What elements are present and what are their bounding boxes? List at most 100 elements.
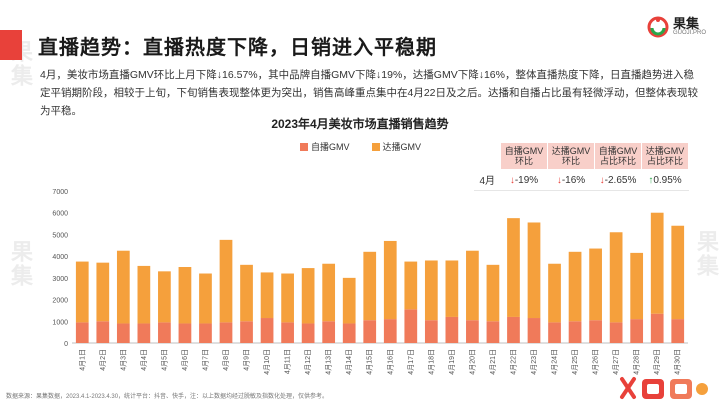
x-tick-label: 4月17日	[407, 349, 415, 375]
y-tick-label: 4000	[52, 254, 68, 261]
title-bar: 直播趋势：直播热度下降，日销进入平稳期	[0, 30, 640, 60]
brand-logo: 果集 GUOJI.PRO	[646, 14, 706, 38]
x-tick-label: 4月25日	[571, 349, 579, 375]
y-tick-label: 3000	[52, 276, 68, 283]
stats-header-self-share: 自播GMV 占比环比	[594, 142, 642, 170]
x-tick-label: 4月13日	[325, 349, 333, 375]
x-tick-label: 4月10日	[263, 349, 271, 375]
bar-influencer	[650, 212, 664, 314]
bar-self-broadcast	[630, 319, 644, 343]
x-tick-label: 4月24日	[551, 349, 559, 375]
bar-influencer	[548, 263, 561, 323]
bar-influencer	[96, 262, 110, 322]
bar-self-broadcast	[383, 319, 397, 343]
watermark-right: 果集	[694, 230, 719, 278]
bar-influencer	[116, 250, 130, 324]
trend-arrow-icon: ↑	[648, 174, 654, 186]
x-tick-label: 4月28日	[633, 349, 641, 375]
trend-value: -19%	[514, 174, 539, 186]
x-tick-label: 4月27日	[612, 349, 620, 375]
bar-self-broadcast	[609, 322, 623, 343]
bar-influencer	[609, 232, 623, 323]
x-tick-label: 4月12日	[304, 349, 312, 375]
stats-header-influencer-share: 达播GMV 占比环比	[641, 142, 689, 170]
bar-influencer	[199, 273, 212, 324]
bar-influencer	[260, 272, 274, 319]
y-tick-label: 0	[64, 341, 68, 348]
legend-item-self: 自播GMV	[300, 140, 350, 153]
stats-value-influencer-mom: ↓-16%	[547, 169, 595, 191]
brand-domain: GUOJI.PRO	[672, 29, 706, 36]
bar-influencer	[158, 271, 171, 323]
bar-influencer	[240, 264, 253, 322]
y-tick-label: 1000	[52, 319, 68, 326]
bar-influencer	[507, 218, 520, 317]
bar-self-broadcast	[466, 320, 479, 343]
y-tick-label: 5000	[52, 232, 68, 239]
trend-value: -2.65%	[604, 174, 637, 186]
chart-title: 2023年4月美妆市场直播销售趋势	[271, 117, 449, 131]
x-tick-label: 4月21日	[489, 349, 497, 375]
bar-influencer	[363, 251, 377, 321]
bar-self-broadcast	[342, 323, 356, 343]
x-tick-label: 4月14日	[345, 349, 353, 375]
bar-influencer	[301, 268, 315, 324]
title-accent-bar	[0, 30, 22, 60]
x-tick-label: 4月7日	[201, 349, 209, 371]
corner-logo-icon	[620, 377, 708, 399]
legend-swatch-self	[300, 142, 308, 151]
brand-name: 果集	[672, 15, 699, 31]
bar-self-broadcast	[281, 322, 294, 343]
bar-self-broadcast	[240, 321, 253, 343]
bar-self-broadcast	[445, 316, 459, 343]
bar-influencer	[424, 260, 438, 321]
trend-arrow-icon: ↓	[509, 174, 515, 186]
y-tick-label: 2000	[52, 298, 68, 305]
stats-value-self-share: ↓-2.65%	[594, 169, 642, 191]
bar-influencer	[671, 225, 685, 320]
stats-header-self-mom: 自播GMV 环比	[500, 142, 548, 170]
x-tick-label: 4月4日	[140, 349, 148, 371]
bar-self-broadcast	[116, 323, 130, 343]
legend-swatch-influencer	[371, 142, 380, 151]
legend-label-self: 自播GMV	[311, 142, 350, 152]
bar-self-broadcast	[568, 321, 582, 343]
x-tick-label: 4月29日	[653, 349, 661, 375]
bar-self-broadcast	[158, 322, 171, 343]
bar-self-broadcast	[650, 313, 664, 343]
bar-self-broadcast	[527, 318, 541, 343]
bar-influencer	[178, 267, 192, 324]
x-tick-label: 4月26日	[592, 349, 600, 375]
bar-influencer	[445, 260, 459, 317]
bar-influencer	[630, 252, 644, 320]
page-title: 直播趋势：直播热度下降，日销进入平稳期	[38, 36, 437, 59]
bar-self-broadcast	[178, 323, 192, 343]
stats-table: 自播GMV 环比 达播GMV 环比 自播GMV 占比环比 达播GMV 占比环比 4月 ↓…	[474, 142, 689, 191]
trend-value: 0.95%	[653, 174, 682, 186]
stats-row-label: 4月	[474, 169, 501, 191]
intro-paragraph: 4月，美妆市场直播GMV环比上月下降↓16.57%，其中品牌自播GMV下降↓19…	[40, 69, 699, 117]
bar-self-broadcast	[507, 316, 520, 343]
stats-value-influencer-share: ↑0.95%	[641, 169, 689, 191]
bar-influencer	[342, 277, 356, 324]
x-tick-label: 4月8日	[222, 349, 230, 371]
trend-value: -16%	[561, 174, 586, 186]
bar-self-broadcast	[260, 318, 274, 343]
bar-influencer	[527, 222, 541, 319]
x-tick-label: 4月11日	[284, 349, 292, 374]
x-tick-label: 4月2日	[99, 349, 107, 371]
bar-self-broadcast	[486, 321, 500, 343]
y-tick-label: 7000	[52, 189, 68, 196]
x-tick-label: 4月30日	[674, 349, 682, 375]
bar-self-broadcast	[671, 319, 685, 343]
x-tick-label: 4月6日	[181, 349, 189, 371]
x-tick-label: 4月15日	[366, 349, 374, 375]
bar-self-broadcast	[548, 322, 561, 343]
x-tick-label: 4月16日	[386, 349, 394, 375]
bar-influencer	[322, 263, 336, 322]
bar-influencer	[466, 250, 479, 321]
bar-self-broadcast	[199, 323, 212, 343]
x-tick-label: 4月9日	[243, 349, 251, 371]
bar-self-broadcast	[137, 323, 151, 343]
